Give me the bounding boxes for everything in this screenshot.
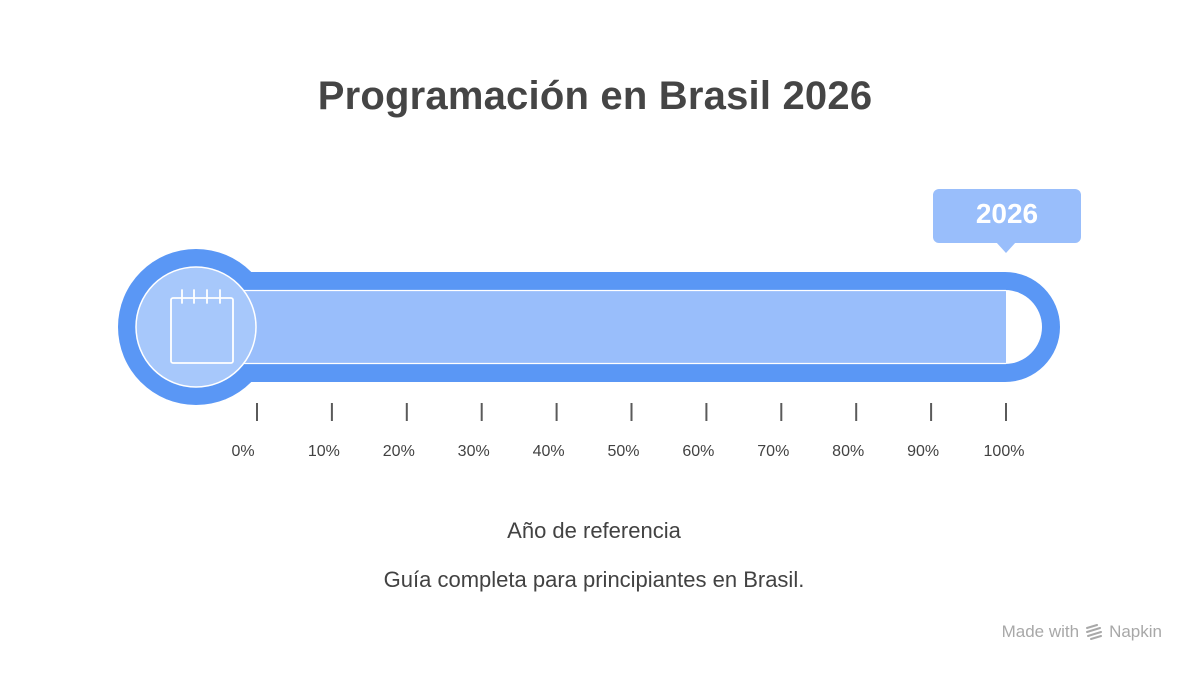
napkin-logo-icon	[1086, 624, 1103, 640]
scale-tick-label: 0%	[231, 443, 255, 460]
calendar-icon	[170, 289, 234, 364]
scale-ticks	[256, 403, 1007, 421]
callout-bubble	[933, 189, 1081, 253]
page-title: Programación en Brasil 2026	[317, 74, 873, 118]
progress-fill	[196, 290, 1006, 364]
bulb-inner	[135, 266, 257, 388]
watermark-brand: Napkin	[1109, 622, 1162, 641]
scale-tick-label: 40%	[532, 443, 565, 460]
callout-year-label: 2026	[975, 198, 1039, 229]
scale-tick-label: 80%	[832, 443, 865, 460]
watermark[interactable]: Made with Napkin	[1002, 622, 1162, 642]
scale-tick-label: 100%	[983, 443, 1025, 460]
scale-tick-label: 60%	[682, 443, 715, 460]
scale-tick-label: 30%	[457, 443, 490, 460]
scale-tick-label: 20%	[382, 443, 415, 460]
scale-tick-label: 90%	[907, 443, 940, 460]
subtitle: Año de referencia	[507, 518, 681, 543]
scale-tick-label: 70%	[757, 443, 790, 460]
description: Guía completa para principiantes en Bras…	[383, 567, 805, 592]
watermark-made-with: Made with	[1001, 622, 1080, 641]
scale-tick-label: 50%	[607, 443, 640, 460]
scale-tick-label: 10%	[307, 443, 340, 460]
